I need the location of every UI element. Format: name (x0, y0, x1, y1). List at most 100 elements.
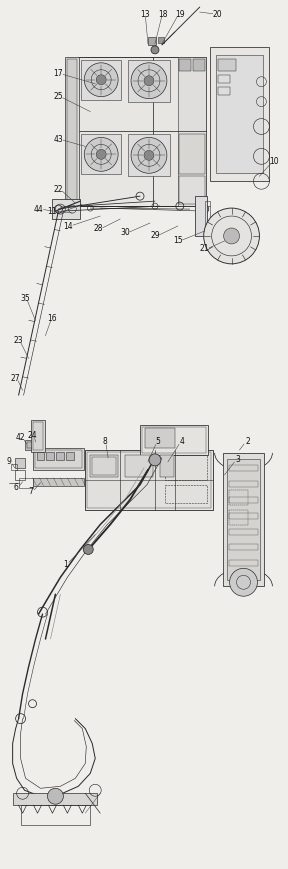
Bar (229, 561, 258, 567)
Text: 25: 25 (54, 92, 63, 101)
Bar (205, 201, 210, 231)
Text: 9: 9 (6, 457, 11, 467)
Text: 10: 10 (270, 156, 279, 166)
Text: 35: 35 (21, 295, 31, 303)
Bar (56, 452, 65, 460)
Circle shape (131, 137, 167, 173)
Text: 1: 1 (63, 560, 68, 569)
Bar (87, 452, 211, 507)
Bar (165, 485, 207, 502)
Bar (31, 420, 46, 452)
Bar (92, 457, 116, 474)
Text: 28: 28 (94, 224, 103, 234)
Bar (158, 36, 164, 43)
Bar (21, 806, 90, 825)
Bar (229, 513, 258, 519)
Text: 17: 17 (54, 70, 63, 78)
Bar (15, 470, 24, 480)
Text: 43: 43 (54, 135, 63, 144)
Text: 30: 30 (120, 229, 130, 237)
Circle shape (144, 76, 154, 86)
Text: 29: 29 (150, 231, 160, 241)
Bar (218, 87, 230, 95)
Bar (125, 454, 153, 477)
Bar (33, 422, 43, 450)
Bar (148, 36, 156, 45)
Bar (178, 56, 206, 206)
Text: 13: 13 (140, 10, 150, 18)
Bar (66, 452, 74, 460)
Bar (67, 59, 77, 204)
Bar (179, 59, 191, 70)
Text: 5: 5 (156, 437, 160, 447)
Bar (128, 60, 170, 102)
Text: 14: 14 (64, 222, 73, 230)
Bar (15, 458, 24, 468)
Bar (33, 448, 84, 470)
Bar (81, 135, 121, 175)
Text: 4: 4 (179, 437, 184, 447)
Text: 20: 20 (213, 10, 222, 18)
Circle shape (96, 75, 106, 84)
Bar (26, 442, 35, 448)
Text: 42: 42 (16, 434, 25, 442)
Bar (229, 545, 258, 550)
Bar (218, 75, 230, 83)
Circle shape (84, 137, 118, 171)
Bar (227, 459, 260, 580)
Text: 2: 2 (245, 437, 250, 447)
Bar (81, 60, 121, 100)
Bar (37, 452, 44, 460)
Bar (35, 450, 82, 468)
Text: 22: 22 (54, 185, 63, 194)
Circle shape (223, 228, 240, 244)
Text: 16: 16 (48, 314, 57, 323)
Bar (216, 55, 264, 173)
Circle shape (48, 788, 63, 804)
Text: 3: 3 (235, 455, 240, 464)
Bar (52, 199, 80, 219)
Text: 21: 21 (200, 244, 209, 254)
Bar (90, 454, 118, 477)
Circle shape (149, 454, 161, 466)
Bar (46, 452, 54, 460)
Bar (218, 59, 236, 70)
Text: 44: 44 (34, 204, 43, 214)
Bar (179, 176, 205, 204)
Text: 27: 27 (11, 374, 20, 382)
Circle shape (84, 63, 118, 96)
Bar (229, 497, 258, 502)
Bar (140, 425, 208, 454)
Bar (229, 490, 249, 505)
Bar (65, 56, 79, 206)
Text: 23: 23 (14, 336, 23, 345)
Bar (1, 2, 287, 425)
Bar (11, 464, 17, 470)
Bar (13, 793, 97, 806)
Circle shape (131, 63, 167, 98)
Text: 18: 18 (158, 10, 168, 18)
Bar (229, 465, 258, 471)
Text: 8: 8 (103, 437, 107, 447)
Bar (229, 509, 249, 525)
Bar (78, 56, 206, 206)
Text: 24: 24 (28, 432, 37, 441)
Circle shape (151, 46, 159, 54)
Bar (128, 135, 170, 176)
Bar (145, 428, 175, 448)
Text: 11: 11 (48, 207, 57, 216)
Bar (223, 453, 264, 587)
Text: 7: 7 (28, 488, 33, 496)
Text: 6: 6 (13, 483, 18, 492)
Bar (142, 427, 206, 453)
Circle shape (144, 150, 154, 160)
Circle shape (96, 149, 106, 159)
Bar (24, 440, 37, 450)
Bar (165, 454, 207, 480)
Circle shape (83, 545, 93, 554)
Bar (33, 478, 84, 486)
Bar (19, 478, 33, 488)
Circle shape (230, 568, 257, 596)
Text: 19: 19 (175, 10, 185, 18)
Bar (210, 47, 269, 182)
